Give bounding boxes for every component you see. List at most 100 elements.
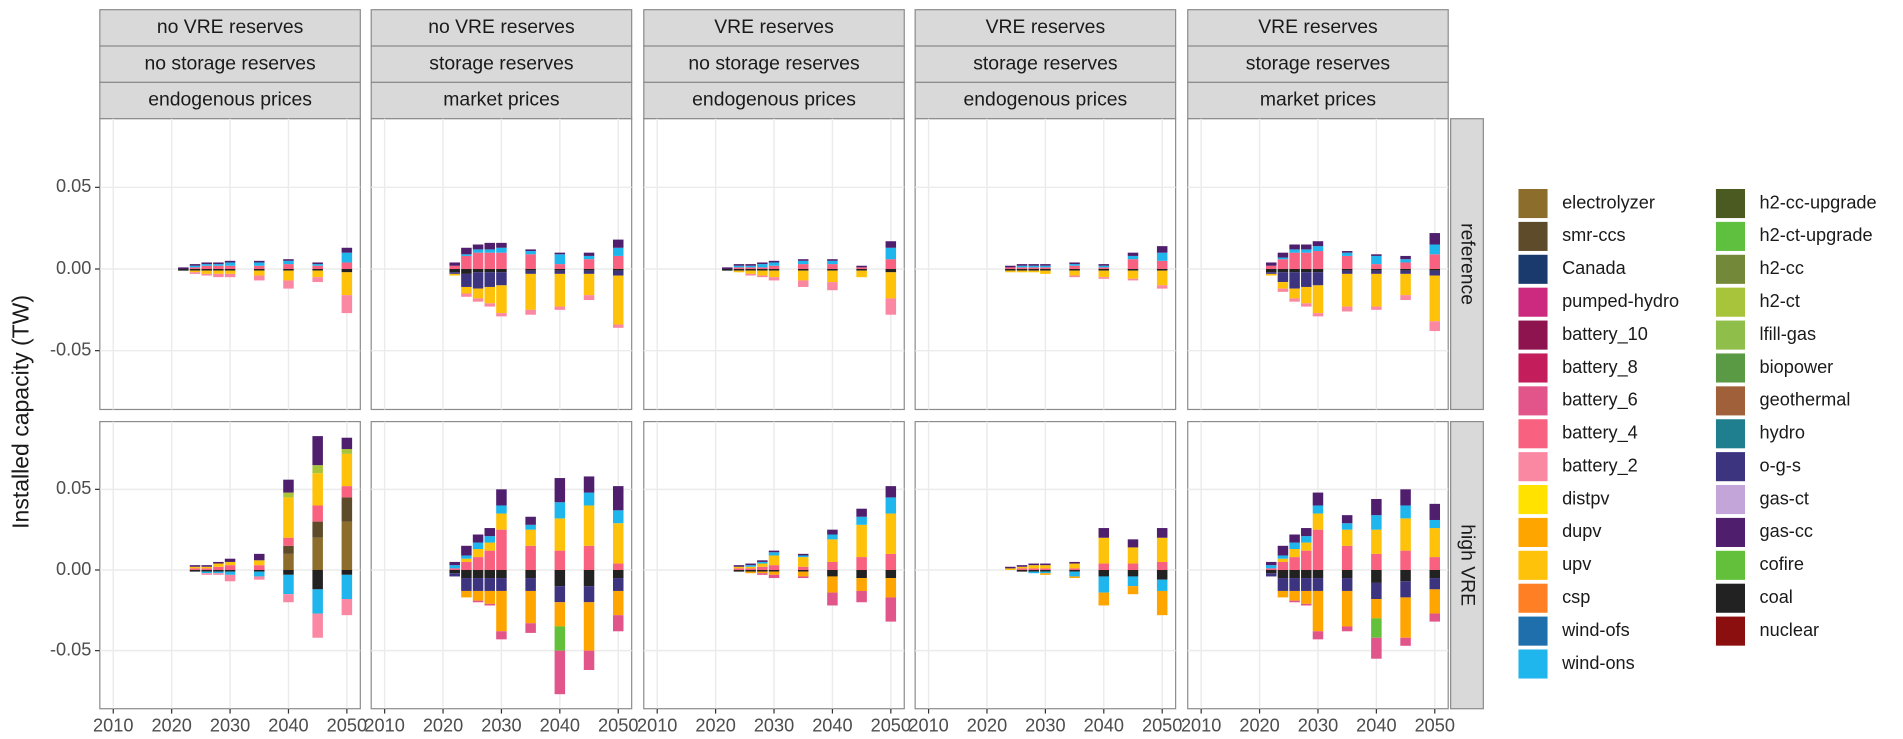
bar-segment — [1400, 489, 1411, 506]
bar-segment — [1040, 565, 1051, 569]
legend-label: biopower — [1760, 357, 1834, 377]
bar-segment — [827, 561, 838, 570]
bar-segment — [1371, 255, 1382, 265]
bar-segment — [1156, 285, 1168, 289]
bar-segment — [449, 269, 460, 273]
legend-key — [1518, 649, 1548, 679]
bar-segment — [1156, 270, 1168, 286]
bar-segment — [768, 571, 780, 575]
bar-segment — [745, 568, 756, 570]
bar-segment — [1301, 542, 1312, 551]
strip-box — [99, 45, 361, 83]
bar-segment — [1016, 569, 1028, 572]
bar-segment — [484, 603, 496, 606]
bar-segment — [1371, 529, 1382, 554]
bar-segment — [496, 631, 507, 640]
bar-segment — [213, 269, 224, 271]
bar-segment — [496, 313, 507, 317]
bar-segment — [1005, 566, 1016, 569]
strip-box — [370, 81, 633, 120]
bar-segment — [827, 592, 838, 606]
legend-label: o-g-s — [1760, 455, 1801, 475]
legend-label: battery_10 — [1562, 324, 1648, 345]
bar-segment — [496, 578, 507, 591]
bar-segment — [757, 571, 768, 574]
bar-segment — [1371, 254, 1382, 256]
bar-segment — [745, 565, 756, 567]
bar-segment — [757, 275, 768, 278]
legend-key — [1518, 419, 1548, 449]
bar-segment — [472, 600, 484, 603]
legend-label: csp — [1562, 587, 1590, 607]
bar-segment — [484, 252, 496, 270]
bar-segment — [1069, 569, 1080, 572]
legend-label: Canada — [1562, 258, 1627, 278]
bar-segment — [341, 437, 353, 450]
legend-label: cofire — [1760, 554, 1804, 574]
bar-segment — [525, 590, 536, 624]
x-tick-label: 2020 — [151, 716, 191, 736]
bar-segment — [525, 545, 536, 570]
bar-segment — [1265, 262, 1277, 266]
bar-segment — [1341, 626, 1353, 632]
bar-segment — [1301, 569, 1312, 579]
bar-segment — [583, 492, 595, 506]
bar-segment — [745, 265, 756, 268]
bar-segment — [885, 259, 897, 270]
bar-segment — [1277, 569, 1289, 579]
bar-segment — [827, 569, 838, 577]
bar-segment — [1371, 306, 1382, 310]
bar-segment — [1312, 285, 1324, 314]
bar-segment — [797, 259, 809, 261]
bar-segment — [1289, 534, 1300, 543]
strip-box — [99, 81, 361, 120]
bar-segment — [1341, 545, 1353, 570]
bar-segment — [1069, 270, 1080, 276]
legend-key — [1518, 517, 1548, 547]
bar-segment — [1400, 255, 1411, 260]
bar-segment — [797, 555, 809, 558]
bar-segment — [1016, 270, 1028, 273]
bar-segment — [189, 267, 201, 270]
x-tick-label: 2040 — [1084, 716, 1124, 736]
strip-label: endogenous prices — [964, 89, 1128, 111]
strip-label: no storage reserves — [144, 52, 315, 74]
bar-segment — [312, 262, 323, 265]
bar-segment — [1277, 590, 1289, 598]
bar-segment — [827, 534, 838, 540]
bar-segment — [461, 247, 472, 255]
bar-segment — [797, 569, 809, 572]
bar-segment — [341, 497, 353, 522]
bar-segment — [496, 242, 507, 248]
bar-segment — [283, 574, 294, 595]
bar-segment — [224, 265, 236, 270]
bar-segment — [554, 264, 566, 270]
bar-segment — [1301, 528, 1312, 537]
bar-segment — [885, 569, 897, 579]
bar-segment — [885, 597, 897, 622]
bar-segment — [554, 518, 566, 551]
bar-segment — [1400, 505, 1411, 519]
bar-segment — [827, 270, 838, 283]
bar-segment — [461, 578, 472, 591]
legend-label: h2-ct-upgrade — [1760, 225, 1873, 245]
bar-segment — [341, 453, 353, 487]
bar-segment — [1429, 244, 1441, 255]
x-tick-label: 2010 — [93, 716, 133, 736]
bar-segment — [201, 568, 212, 570]
bar-segment — [312, 613, 323, 638]
bar-segment — [525, 524, 536, 530]
bar-segment — [1429, 275, 1441, 322]
bar-segment — [484, 536, 496, 543]
bar-segment — [213, 273, 224, 278]
y-tick-label: 0.00 — [56, 258, 91, 278]
bar-segment — [827, 269, 838, 271]
bar-segment — [496, 513, 507, 530]
bar-segment — [312, 277, 323, 283]
bar-segment — [1028, 565, 1039, 569]
bar-segment — [1098, 592, 1110, 606]
bar-segment — [827, 260, 838, 265]
bar-segment — [484, 286, 496, 304]
legend-label: upv — [1562, 554, 1592, 574]
bar-segment — [757, 264, 768, 268]
